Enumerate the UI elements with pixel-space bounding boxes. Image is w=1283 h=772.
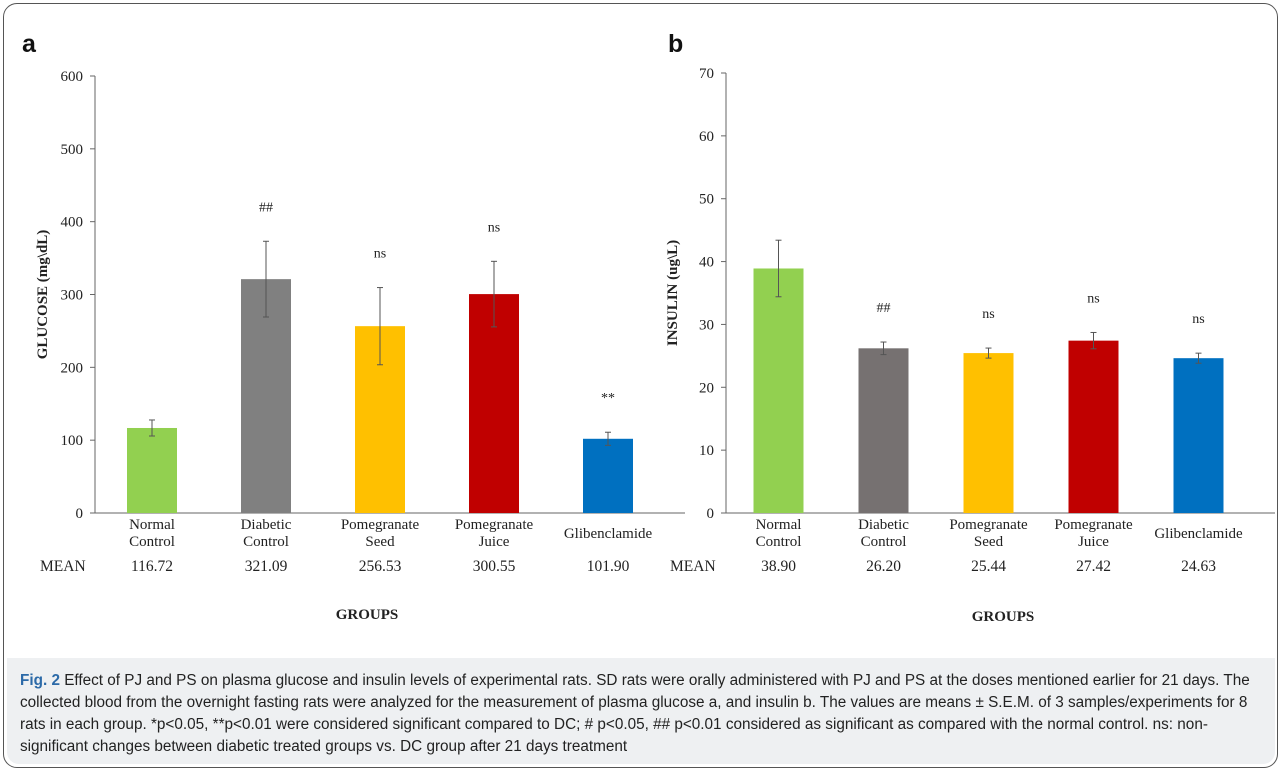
y-tick-label: 400 xyxy=(61,215,84,231)
category-label: Pomegranate xyxy=(949,517,1028,533)
category-label: Seed xyxy=(365,534,395,550)
x-axis-title: GROUPS xyxy=(336,607,399,623)
category-label: Control xyxy=(861,534,907,550)
y-tick-label: 0 xyxy=(76,506,84,522)
category-label: Diabetic xyxy=(241,517,292,533)
y-tick-label: 30 xyxy=(699,317,714,333)
y-tick-label: 100 xyxy=(61,433,84,449)
bar xyxy=(753,268,804,513)
figure-caption: Fig. 2 Effect of PJ and PS on plasma glu… xyxy=(20,670,1270,758)
category-label: Control xyxy=(756,534,802,550)
significance-label: ## xyxy=(259,200,273,215)
y-tick-label: 70 xyxy=(699,66,714,82)
mean-row-label: MEAN xyxy=(670,558,716,575)
category-label: Pomegranate xyxy=(1054,517,1133,533)
significance-label: ns xyxy=(982,307,994,322)
mean-row-label: MEAN xyxy=(40,558,86,575)
y-tick-label: 40 xyxy=(699,255,714,271)
mean-value: 27.42 xyxy=(1076,558,1111,575)
mean-value: 38.90 xyxy=(761,558,796,575)
y-tick-label: 20 xyxy=(699,380,714,396)
category-label: Control xyxy=(243,534,289,550)
mean-value: 256.53 xyxy=(359,558,402,575)
category-label: Glibenclamide xyxy=(564,526,653,542)
category-label: Pomegranate xyxy=(341,517,420,533)
category-label: Control xyxy=(129,534,175,550)
bar xyxy=(1173,358,1224,513)
bar xyxy=(858,348,909,513)
category-label: Normal xyxy=(129,517,175,533)
caption-background xyxy=(7,658,1275,764)
significance-label: ## xyxy=(877,301,891,316)
significance-label: ns xyxy=(1087,291,1099,306)
y-tick-label: 200 xyxy=(61,360,84,376)
y-tick-label: 300 xyxy=(61,288,84,304)
glucose-bar-chart: 0 100 200 300 400 500 600 GLUCOSE (mg\dL) Normal… xyxy=(35,69,685,623)
significance-label: ns xyxy=(1192,312,1204,327)
category-label: Glibenclamide xyxy=(1154,526,1243,542)
y-tick-label: 50 xyxy=(699,192,714,208)
y-axis-title: GLUCOSE (mg\dL) xyxy=(35,230,51,360)
mean-value: 24.63 xyxy=(1181,558,1216,575)
bar xyxy=(583,438,633,513)
caption-figure-label: Fig. 2 xyxy=(20,672,60,689)
significance-label: ns xyxy=(488,220,500,235)
bar xyxy=(241,279,291,513)
category-label: Pomegranate xyxy=(455,517,534,533)
category-label: Seed xyxy=(974,534,1004,550)
category-label: Juice xyxy=(479,534,510,550)
bar xyxy=(963,353,1014,513)
significance-label: ** xyxy=(601,391,615,406)
mean-value: 101.90 xyxy=(587,558,630,575)
y-axis-title: INSULIN (ug\L) xyxy=(665,240,681,346)
y-tick-label: 0 xyxy=(707,506,715,522)
panel-a-letter: a xyxy=(22,30,37,58)
mean-value: 321.09 xyxy=(245,558,288,575)
bar xyxy=(127,427,177,513)
category-label: Juice xyxy=(1078,534,1109,550)
y-tick-label: 500 xyxy=(61,142,84,158)
caption-text: Effect of PJ and PS on plasma glucose an… xyxy=(20,672,1250,755)
bar xyxy=(1068,340,1119,513)
y-tick-label: 10 xyxy=(699,443,714,459)
mean-value: 26.20 xyxy=(866,558,901,575)
category-label: Diabetic xyxy=(858,517,909,533)
significance-label: ns xyxy=(374,247,386,262)
bar xyxy=(469,294,519,513)
figure-frame xyxy=(3,3,1278,768)
y-tick-label: 600 xyxy=(61,69,84,85)
y-tick-label: 60 xyxy=(699,129,714,145)
x-axis-title: GROUPS xyxy=(972,609,1035,625)
mean-value: 25.44 xyxy=(971,558,1006,575)
mean-value: 300.55 xyxy=(473,558,516,575)
panel-b-letter: b xyxy=(668,30,683,58)
category-label: Normal xyxy=(756,517,802,533)
mean-value: 116.72 xyxy=(131,558,173,575)
